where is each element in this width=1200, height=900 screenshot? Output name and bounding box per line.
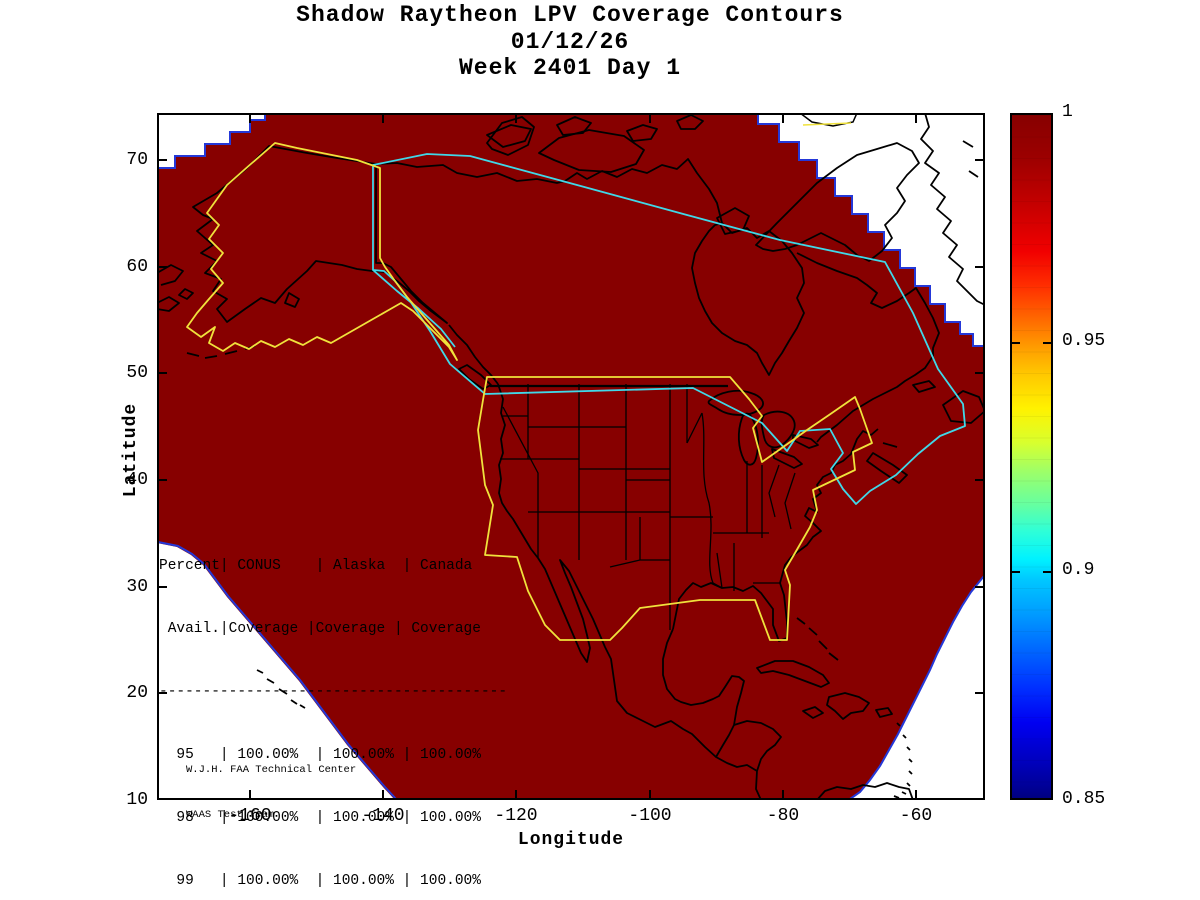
availability-table-overlay: Percent| CONUS | Alaska | Canada Avail.|…: [159, 514, 507, 900]
colorbar: [1010, 113, 1053, 800]
kodiak-island: [284, 292, 300, 308]
colorbar-tick-09-right: [1043, 571, 1051, 573]
conus-contour-yellow: [477, 376, 873, 641]
aleutian-islands: [186, 345, 256, 359]
x-tick--140: -140: [361, 806, 405, 826]
newfoundland: [942, 390, 985, 424]
colorbar-label-1: 1: [1062, 102, 1073, 122]
credit-line-1: W.J.H. FAA Technical Center: [186, 764, 357, 776]
y-tick-20: 20: [126, 683, 148, 703]
central-america: [715, 720, 782, 800]
table-row-98: 98 | 100.00% | 100.00% | 100.00%: [159, 810, 481, 826]
figure-title: Shadow Raytheon LPV Coverage Contours: [296, 2, 844, 28]
qe-islands: [486, 114, 704, 148]
hispaniola: [826, 692, 870, 720]
canada-contour-cyan: [372, 153, 966, 505]
greenland-coast: [920, 113, 985, 306]
figure-week-day: Week 2401 Day 1: [458, 55, 682, 81]
cuba: [756, 660, 830, 688]
yellow-contours: [186, 142, 873, 641]
anticosti: [912, 380, 936, 393]
colorbar-tick-095-left: [1012, 342, 1020, 344]
notch-contour: [802, 122, 852, 126]
table-header-row2: Avail.|Coverage |Coverage | Coverage: [159, 621, 481, 637]
coastlines: [157, 113, 985, 800]
nova-scotia: [866, 442, 908, 484]
jamaica: [802, 706, 824, 719]
colorbar-label-09: 0.9: [1062, 560, 1095, 580]
colorbar-bands: [1012, 115, 1051, 798]
southampton-island: [716, 207, 750, 235]
table-separator: ----------------------------------------: [159, 684, 508, 700]
table-row-95: 95 | 100.00% | 100.00% | 100.00%: [159, 747, 481, 763]
y-tick-40: 40: [126, 470, 148, 490]
table-row-99: 99 | 100.00% | 100.00% | 100.00%: [159, 873, 481, 889]
axis-tick-marks: [158, 114, 984, 800]
plot-frame-border: [157, 113, 985, 800]
alaska-contour-yellow: [186, 142, 458, 361]
x-tick--60: -60: [899, 806, 933, 826]
x-tick--100: -100: [628, 806, 672, 826]
y-tick-10: 10: [126, 790, 148, 810]
colorbar-tick-09-left: [1012, 571, 1020, 573]
alaska-coast: [192, 145, 448, 324]
arctic-coast: [375, 158, 723, 224]
puerto-rico: [875, 707, 893, 718]
coverage-region-polygon: [157, 113, 985, 800]
vancouver-island: [458, 364, 492, 390]
x-axis-label: Longitude: [517, 830, 625, 850]
west-coast: [497, 383, 745, 758]
lake-michigan: [737, 412, 759, 466]
y-axis-label: Latitude: [121, 402, 142, 498]
y-tick-30: 30: [126, 577, 148, 597]
lake-erie: [771, 448, 803, 469]
figure-date: 01/12/26: [510, 28, 630, 55]
coverage-map-plot: [157, 113, 985, 800]
alaska-contour-cyan: [372, 269, 456, 348]
figure-title-block: Shadow Raytheon LPV Coverage Contours 01…: [0, 2, 1140, 82]
colorbar-tick-095-right: [1043, 342, 1051, 344]
colorbar-label-095: 0.95: [1062, 331, 1106, 351]
banks-island: [486, 116, 535, 156]
credit-line-2: WAAS Test Team: [186, 809, 275, 821]
hawaii-islands: [256, 669, 306, 709]
lake-superior: [707, 389, 764, 416]
bahamas: [796, 617, 839, 661]
labrador-coast: [796, 252, 940, 443]
south-america-coast: [816, 782, 914, 800]
state-boundaries: [500, 384, 796, 630]
table-header-row: Percent| CONUS | Alaska | Canada: [159, 558, 473, 574]
x-tick--80: -80: [766, 806, 800, 826]
x-tick--160: -160: [228, 806, 272, 826]
colorbar-label-085: 0.85: [1062, 789, 1106, 809]
credit-annotation: W.J.H. FAA Technical Center WAAS Test Te…: [186, 733, 356, 853]
x-tick--120: -120: [494, 806, 538, 826]
cyan-contours: [372, 153, 966, 505]
edge-fringe-contours: [157, 114, 985, 800]
baffin-island: [755, 142, 920, 262]
lesser-antilles: [893, 722, 913, 799]
y-tick-70: 70: [126, 150, 148, 170]
y-tick-60: 60: [126, 257, 148, 277]
bc-coast: [448, 324, 499, 385]
y-tick-50: 50: [126, 363, 148, 383]
